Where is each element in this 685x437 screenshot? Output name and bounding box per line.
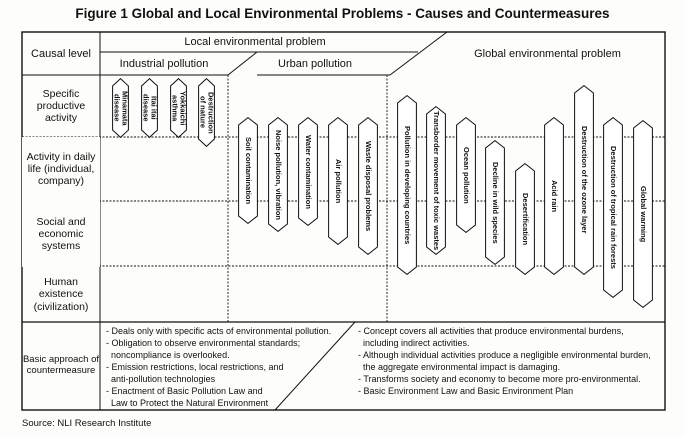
problem-label: Destruction of nature [198,91,216,134]
problem-label: Decline in wild species [490,161,500,244]
problem-label: Acid rain [549,179,559,213]
problem-label: Desertification [520,192,530,246]
approach-line: - Emission restrictions, local restricti… [106,362,284,372]
global-problem-header: Global environmental problem [474,47,621,60]
problem-hexagon: Global warming [633,120,653,308]
industrial-pollution-header: Industrial pollution [119,57,209,70]
problem-hexagon: Destruction of the ozone layer [574,85,594,275]
problem-label: Destruction of the ozone layer [579,126,589,234]
problem-hexagon: Transborder movement of toxic wastes [426,106,446,255]
problem-hexagon: Water contamination [298,117,318,226]
problem-hexagon: Decline in wild species [485,140,505,265]
global-approach-list: - Concept covers all activities that pro… [358,325,651,397]
approach-line: - Concept covers all activities that pro… [358,326,624,336]
row-label-daily-life: Activity in daily life (individual, comp… [24,137,98,201]
problem-label: Transborder movement of toxic wastes [431,110,441,251]
row-label-human: Human existence (civilization) [24,268,98,321]
problem-label: Waste disposal problems [363,140,373,232]
problem-label: Global warming [638,185,648,243]
approach-line: Law to Protect the Natural Environment [106,398,269,408]
approach-line: - Enactment of Basic Pollution Law and [106,386,263,396]
problem-hexagon: Air pollution [328,117,348,245]
approach-line: - Basic Environment Law and Basic Enviro… [358,386,574,396]
problem-label: Destruction of tropical rain forests [608,146,618,269]
problem-hexagon: Destruction of nature [198,78,215,147]
problem-label: Ocean pollution [461,146,471,204]
row-label-countermeasure: Basic approach of countermeasure [22,354,100,376]
problem-hexagon: Destruction of tropical rain forests [603,117,623,298]
causal-level-header: Causal level [31,47,91,60]
urban-pollution-header: Urban pollution [278,57,352,70]
approach-line: anti-pollution technologies [106,374,216,384]
problem-hexagon: Soil contamination [238,117,258,224]
approach-line: - Although individual activities produce… [358,350,651,360]
problem-hexagon: Desertification [515,163,535,275]
local-problem-header: Local environmental problem [184,36,326,49]
approach-line: noncompliance is overlooked. [106,350,230,360]
problem-label: Yokkaichi asthma [170,90,188,126]
row-label-productive: Specific productive activity [36,87,86,125]
problem-hexagon: Pollution in developing countries [397,95,417,275]
problem-label: Noise pollution, vibration [273,129,283,220]
row-label-social: Social and economic systems [26,203,96,265]
approach-line: including indirect activities. [358,338,470,348]
problem-hexagon: Waste disposal problems [358,117,378,255]
problem-hexagon: Yokkaichi asthma [170,78,187,138]
approach-line: - Transforms society and economy to beco… [358,374,641,384]
approach-line: - Deals only with specific acts of envir… [106,326,332,336]
approach-line: the aggregate environmental impact is da… [358,362,561,372]
problem-hexagon: Itai itai disease [141,78,158,138]
figure-title: Figure 1 Global and Local Environmental … [75,6,610,21]
problem-hexagon: Acid rain [544,117,564,275]
approach-line: - Obligation to observe environmental st… [106,338,301,348]
problem-label: Pollution in developing countries [402,125,412,245]
problem-label: Air pollution [333,158,343,204]
local-approach-list: - Deals only with specific acts of envir… [106,325,331,409]
problem-hexagon: Minamata disease [112,78,129,138]
problem-hexagon: Noise pollution, vibration [268,117,288,232]
problem-label: Itai itai disease [141,94,159,122]
problem-label: Soil contamination [243,136,253,205]
source-note: Source: NLI Research Institute [22,418,152,429]
problem-label: Water contamination [303,134,313,209]
problem-hexagon: Ocean pollution [456,117,476,233]
problem-label: Minamata disease [112,90,130,126]
